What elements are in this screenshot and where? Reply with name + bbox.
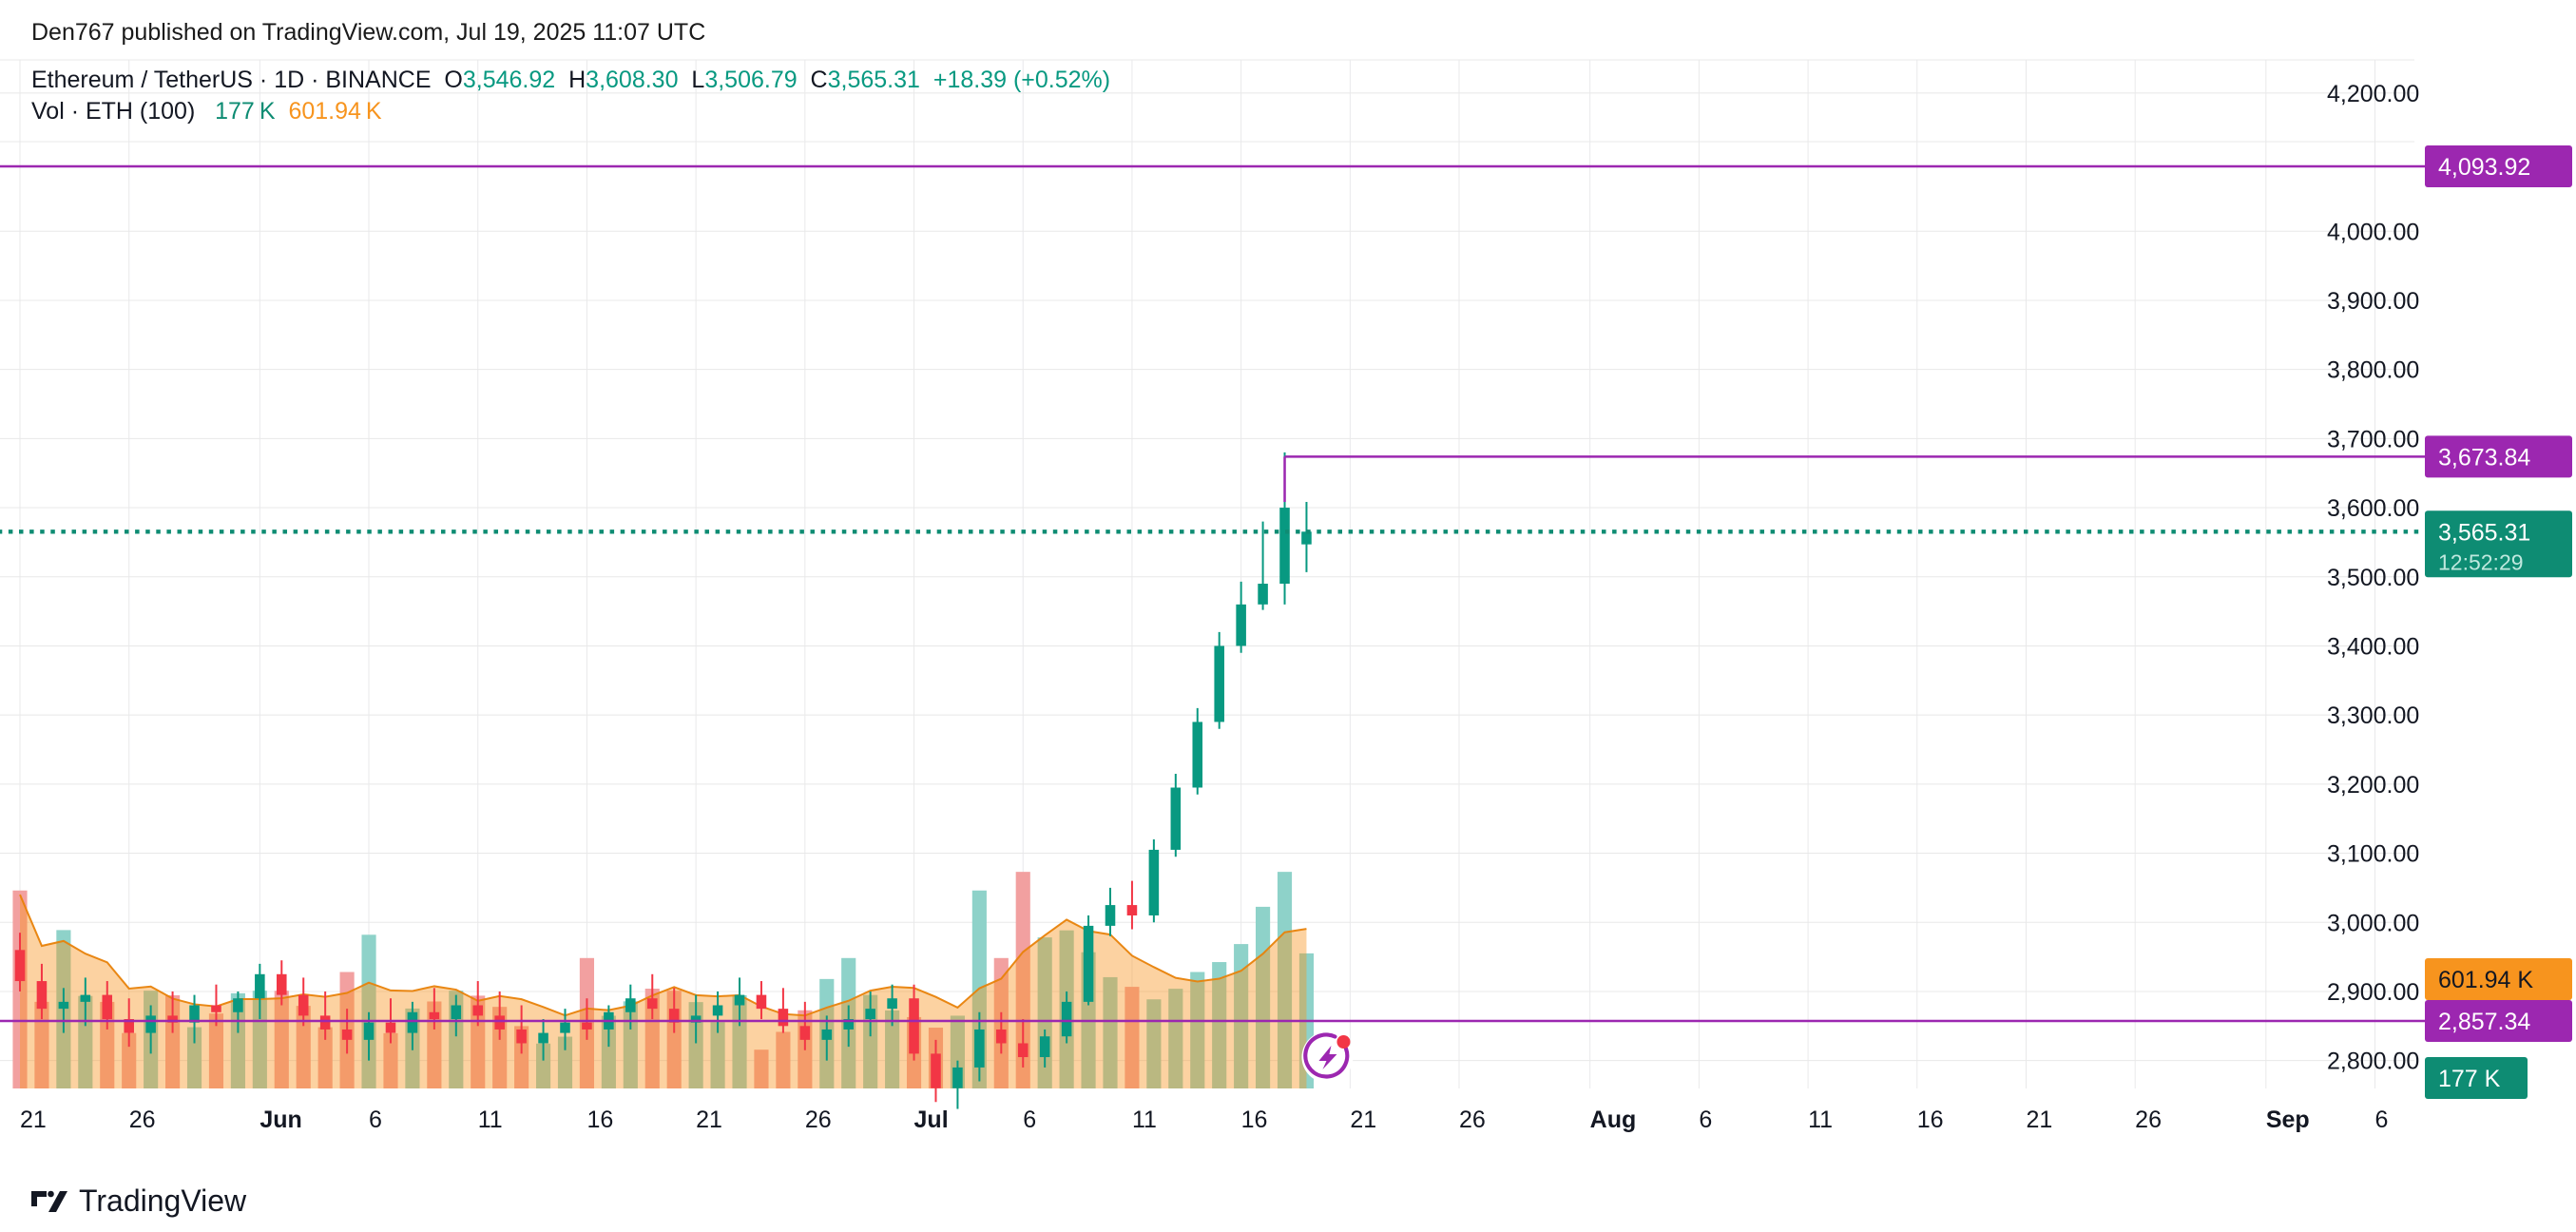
svg-text:11: 11: [1132, 1107, 1157, 1133]
svg-text:26: 26: [2135, 1107, 2162, 1133]
svg-text:11: 11: [478, 1107, 503, 1133]
svg-text:3,600.00: 3,600.00: [2327, 495, 2419, 522]
svg-text:11: 11: [1808, 1107, 1833, 1133]
svg-text:12:52:29: 12:52:29: [2438, 549, 2524, 574]
svg-text:Jul: Jul: [914, 1107, 949, 1133]
svg-text:3,300.00: 3,300.00: [2327, 703, 2419, 729]
svg-text:3,900.00: 3,900.00: [2327, 288, 2419, 315]
svg-text:21: 21: [2026, 1107, 2052, 1133]
svg-text:3,400.00: 3,400.00: [2327, 633, 2419, 660]
svg-text:3,565.31: 3,565.31: [2438, 519, 2530, 546]
svg-text:26: 26: [1459, 1107, 1486, 1133]
svg-text:16: 16: [586, 1107, 613, 1133]
svg-text:6: 6: [2375, 1107, 2389, 1133]
svg-text:2,800.00: 2,800.00: [2327, 1049, 2419, 1075]
svg-text:21: 21: [696, 1107, 722, 1133]
svg-text:4,200.00: 4,200.00: [2327, 81, 2419, 107]
svg-text:6: 6: [1023, 1107, 1036, 1133]
svg-text:16: 16: [1241, 1107, 1268, 1133]
svg-text:Sep: Sep: [2266, 1107, 2310, 1133]
svg-text:3,000.00: 3,000.00: [2327, 910, 2419, 936]
svg-text:2,900.00: 2,900.00: [2327, 979, 2419, 1006]
svg-text:Jun: Jun: [260, 1107, 301, 1133]
svg-text:6: 6: [369, 1107, 382, 1133]
svg-text:3,100.00: 3,100.00: [2327, 841, 2419, 868]
svg-text:21: 21: [1350, 1107, 1376, 1133]
svg-text:177 K: 177 K: [2438, 1066, 2501, 1092]
svg-text:3,673.84: 3,673.84: [2438, 444, 2530, 471]
svg-text:3,700.00: 3,700.00: [2327, 426, 2419, 452]
svg-text:26: 26: [129, 1107, 156, 1133]
svg-text:4,000.00: 4,000.00: [2327, 219, 2419, 245]
svg-text:Aug: Aug: [1590, 1107, 1637, 1133]
svg-text:601.94 K: 601.94 K: [2438, 967, 2533, 993]
svg-text:2,857.34: 2,857.34: [2438, 1009, 2530, 1035]
svg-text:16: 16: [1917, 1107, 1944, 1133]
svg-text:26: 26: [805, 1107, 832, 1133]
svg-text:3,500.00: 3,500.00: [2327, 565, 2419, 591]
svg-text:6: 6: [1699, 1107, 1712, 1133]
svg-text:4,093.92: 4,093.92: [2438, 154, 2530, 181]
svg-text:21: 21: [20, 1107, 47, 1133]
svg-text:3,800.00: 3,800.00: [2327, 357, 2419, 384]
svg-text:3,200.00: 3,200.00: [2327, 772, 2419, 799]
